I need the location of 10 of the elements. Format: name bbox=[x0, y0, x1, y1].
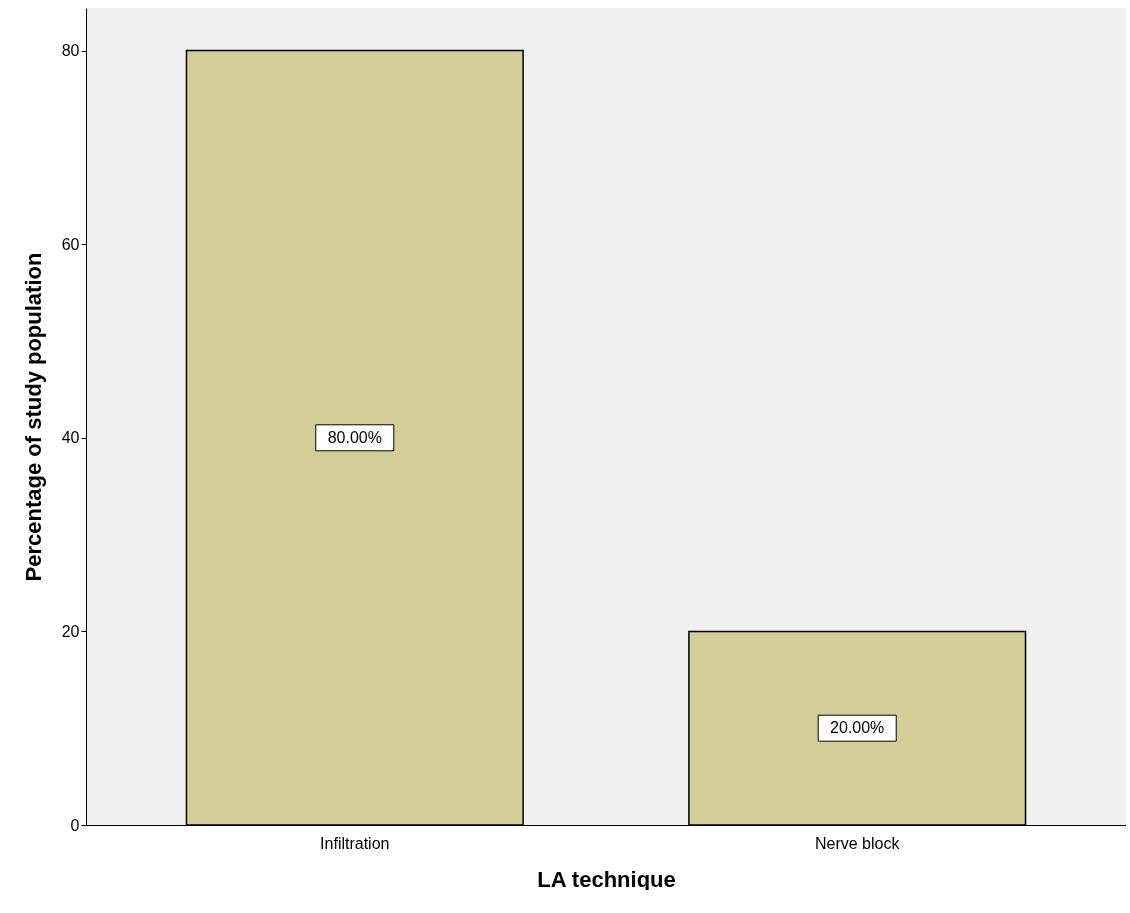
x-tick-label: Nerve block bbox=[814, 834, 901, 852]
x-tick-label: Infiltration bbox=[320, 834, 390, 852]
y-tick-label: 40 bbox=[61, 429, 80, 447]
y-axis-title: Percentage of study population bbox=[20, 252, 46, 582]
y-tick-label: 80 bbox=[61, 42, 80, 60]
data-label: 20.00% bbox=[830, 719, 885, 737]
y-tick-label: 60 bbox=[61, 235, 80, 253]
y-tick-label: 0 bbox=[70, 816, 80, 834]
data-label: 80.00% bbox=[327, 428, 382, 446]
y-tick-label: 20 bbox=[61, 622, 80, 640]
